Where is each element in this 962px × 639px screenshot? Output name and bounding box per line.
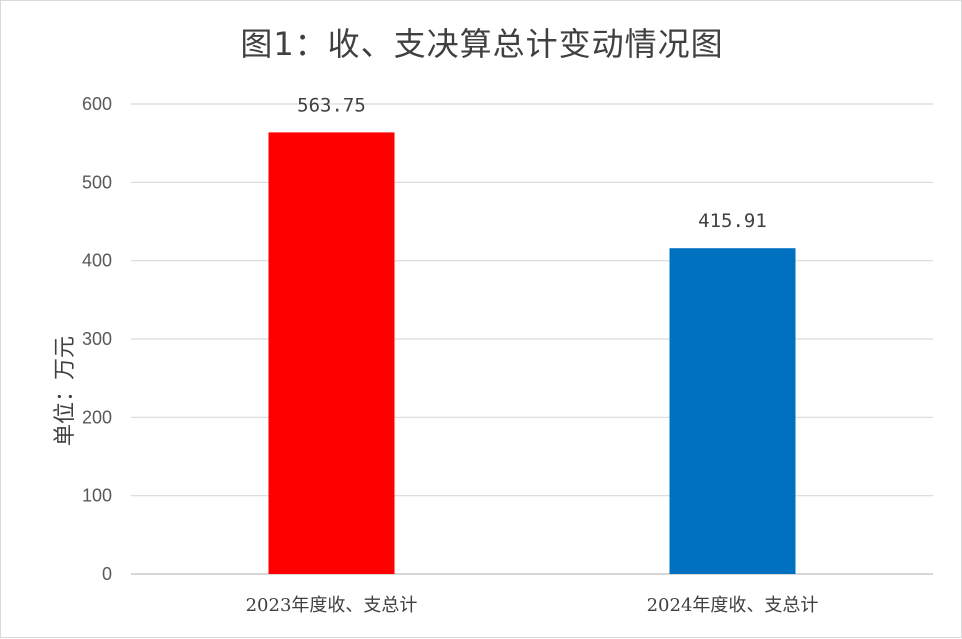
- y-tick-label: 400: [82, 251, 112, 271]
- y-tick-label: 300: [82, 329, 112, 349]
- data-label: 415.91: [698, 210, 767, 232]
- data-label: 563.75: [297, 94, 366, 116]
- y-tick-label: 200: [82, 407, 112, 427]
- chart-title: 图1：收、支决算总计变动情况图: [240, 25, 724, 63]
- x-category-label: 2024年度收、支总计: [647, 595, 819, 616]
- bar: [268, 132, 395, 575]
- x-category-label: 2023年度收、支总计: [246, 595, 418, 616]
- bar: [669, 248, 796, 574]
- y-tick-label: 0: [102, 564, 112, 584]
- y-tick-label: 600: [82, 94, 112, 114]
- y-tick-label: 500: [82, 172, 112, 192]
- y-tick-label: 100: [82, 486, 112, 506]
